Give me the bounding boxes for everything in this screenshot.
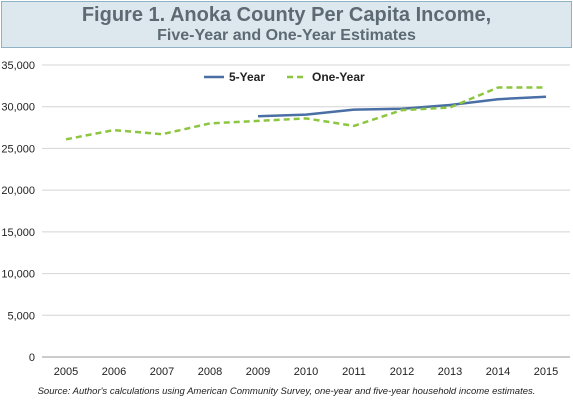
- x-tick-label: 2006: [102, 366, 126, 378]
- x-tick-label: 2015: [534, 366, 558, 378]
- x-tick-label: 2005: [54, 366, 78, 378]
- y-tick-label: 30,000: [1, 102, 35, 114]
- x-tick-label: 2007: [150, 366, 174, 378]
- x-tick-label: 2008: [198, 366, 222, 378]
- x-tick-label: 2011: [342, 366, 366, 378]
- y-tick-label: 15,000: [1, 227, 35, 239]
- chart-title-box: Figure 1. Anoka County Per Capita Income…: [1, 1, 572, 48]
- y-tick-label: 0: [29, 352, 35, 364]
- x-tick-label: 2012: [390, 366, 414, 378]
- y-tick-label: 20,000: [1, 185, 35, 197]
- y-tick-label: 10,000: [1, 269, 35, 281]
- x-tick-label: 2013: [438, 366, 462, 378]
- x-tick-label: 2009: [246, 366, 270, 378]
- chart-subtitle: Five-Year and One-Year Estimates: [157, 27, 416, 44]
- legend-label-one-year: One-Year: [312, 70, 365, 84]
- source-note: Source: Author's calculations using Amer…: [37, 386, 536, 397]
- x-tick-label: 2014: [486, 366, 510, 378]
- y-tick-label: 35,000: [1, 60, 35, 72]
- x-tick-label: 2010: [294, 366, 318, 378]
- legend-label-5-year: 5-Year: [229, 70, 265, 84]
- y-tick-label: 5,000: [7, 310, 35, 322]
- chart-title: Figure 1. Anoka County Per Capita Income…: [81, 4, 492, 26]
- y-tick-label: 25,000: [1, 143, 35, 155]
